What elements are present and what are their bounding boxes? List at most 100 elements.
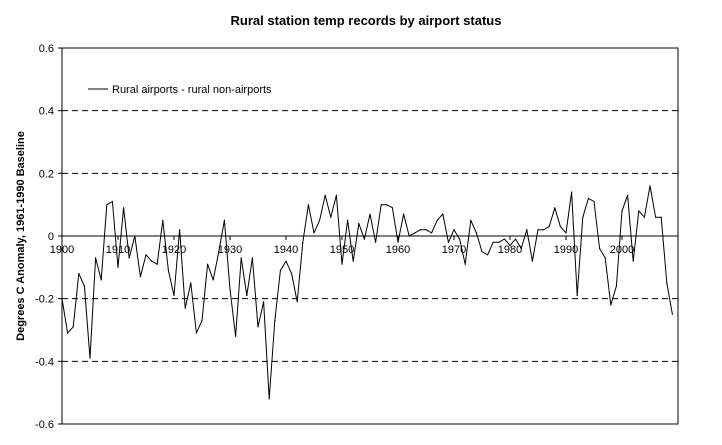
- data-point: [515, 238, 517, 240]
- data-point: [324, 194, 326, 196]
- data-point: [655, 216, 657, 218]
- x-axis-ticks: 1900 1910 1920 1930 1940 1950 1960 1970 1980 1990…: [50, 236, 634, 256]
- x-tick-label: 1920: [162, 244, 186, 256]
- data-point: [610, 304, 612, 306]
- data-point: [296, 301, 298, 303]
- data-point: [128, 257, 130, 259]
- data-point: [436, 219, 438, 221]
- y-tick-label: 0.2: [39, 168, 54, 180]
- data-point: [627, 194, 629, 196]
- data-point: [347, 219, 349, 221]
- data-point: [531, 260, 534, 262]
- data-point: [475, 232, 477, 234]
- legend-label: Rural airports - rural non-airports: [112, 84, 272, 96]
- data-point: [285, 260, 287, 262]
- data-point: [139, 276, 141, 278]
- y-tick-label: -0.4: [35, 356, 54, 368]
- data-point: [240, 257, 242, 259]
- data-point: [498, 241, 500, 243]
- data-point: [67, 332, 69, 334]
- data-point: [201, 320, 203, 322]
- data-point: [403, 213, 405, 215]
- x-tick-label: 1980: [498, 244, 522, 256]
- data-point: [559, 226, 562, 228]
- data-point: [615, 285, 618, 287]
- data-point: [548, 226, 550, 228]
- data-point: [419, 229, 421, 231]
- data-point: [526, 229, 528, 231]
- x-tick-label: 1960: [386, 244, 410, 256]
- series-lines: [61, 185, 673, 400]
- data-point: [576, 294, 578, 297]
- data-point: [671, 313, 674, 315]
- data-point: [638, 210, 640, 212]
- data-point: [425, 229, 427, 231]
- data-point: [145, 254, 147, 256]
- y-tick-label: -0.2: [35, 294, 54, 306]
- data-point: [565, 232, 567, 234]
- data-point: [319, 219, 321, 221]
- y-axis-label: Degrees C Anomaly, 1961-1990 Baseline: [15, 131, 27, 341]
- data-point: [604, 257, 606, 259]
- data-point: [543, 229, 545, 231]
- data-point: [649, 185, 651, 187]
- x-tick-label: 1900: [50, 244, 74, 256]
- data-point: [151, 260, 153, 262]
- data-point: [431, 232, 433, 234]
- data-point: [251, 257, 253, 259]
- data-point: [78, 273, 80, 275]
- y-axis-ticks: 0.6 0.4 0.2 0 -0.2 -0.4 -0.6: [35, 43, 62, 431]
- series-line: [61, 185, 673, 400]
- data-point: [330, 216, 332, 218]
- y-tick-label: 0.4: [39, 106, 54, 118]
- data-point: [162, 219, 164, 221]
- data-point: [464, 263, 466, 265]
- data-point: [632, 260, 634, 262]
- data-point: [487, 254, 489, 256]
- data-point: [184, 307, 186, 309]
- x-tick-label: 1930: [218, 244, 242, 256]
- data-point: [307, 204, 309, 206]
- x-tick-label: 1950: [330, 244, 354, 256]
- data-point: [660, 216, 662, 218]
- data-point: [195, 332, 197, 334]
- data-point: [263, 301, 265, 303]
- data-point: [274, 320, 276, 322]
- data-point: [509, 244, 511, 246]
- data-point: [643, 216, 646, 218]
- data-point: [593, 200, 595, 203]
- data-point: [666, 282, 668, 284]
- data-point: [111, 200, 113, 203]
- data-point: [207, 263, 209, 265]
- data-point: [302, 241, 304, 243]
- data-point: [156, 263, 158, 265]
- series-points: [61, 185, 674, 400]
- data-point: [257, 326, 259, 328]
- data-point: [492, 241, 494, 243]
- data-point: [386, 204, 388, 206]
- data-point: [89, 357, 91, 359]
- data-point: [173, 294, 175, 297]
- data-point: [179, 229, 181, 231]
- data-point: [408, 235, 410, 237]
- data-point: [447, 241, 449, 243]
- data-point: [134, 235, 136, 237]
- data-point: [279, 269, 281, 272]
- data-point: [100, 279, 102, 281]
- y-tick-label: -0.6: [35, 419, 54, 431]
- data-point: [268, 398, 270, 400]
- data-point: [218, 251, 220, 253]
- data-point: [83, 285, 85, 287]
- data-point: [587, 197, 590, 199]
- x-tick-label: 1990: [554, 244, 578, 256]
- data-point: [397, 241, 399, 243]
- data-point: [167, 269, 169, 272]
- data-point: [95, 257, 97, 259]
- data-point: [453, 229, 455, 231]
- data-point: [520, 247, 522, 250]
- data-point: [621, 210, 623, 212]
- data-point: [223, 219, 225, 221]
- data-point: [291, 273, 293, 275]
